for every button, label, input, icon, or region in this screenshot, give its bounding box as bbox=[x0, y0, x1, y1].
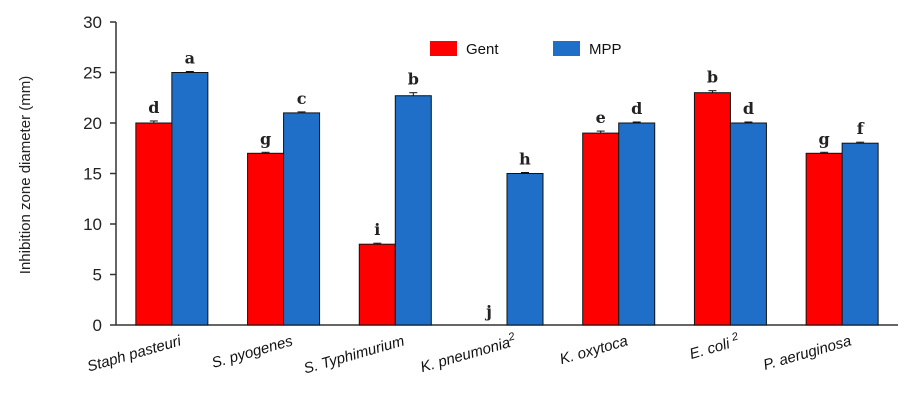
significance-letter: e bbox=[596, 108, 606, 127]
legend: Gent MPP bbox=[430, 41, 622, 58]
category-superscript: 2 bbox=[506, 331, 516, 344]
bar-mpp bbox=[841, 142, 879, 326]
legend-swatch-mpp bbox=[553, 41, 580, 56]
bar-gent bbox=[693, 92, 731, 326]
significance-letter: a bbox=[185, 48, 195, 67]
significance-letter: d bbox=[631, 99, 642, 118]
category-superscript: 2 bbox=[729, 331, 739, 344]
significance-letter: b bbox=[707, 68, 718, 87]
y-axis-label: Inhibition zone diameter (mm) bbox=[17, 76, 34, 274]
significance-letter: g bbox=[819, 129, 830, 148]
significance-letter: h bbox=[519, 149, 531, 168]
y-tick-label: 15 bbox=[83, 165, 102, 184]
category-label: K. oxytoca bbox=[558, 333, 630, 369]
y-tick-label: 10 bbox=[83, 215, 102, 234]
bar-gent bbox=[358, 243, 396, 326]
significance-letter: i bbox=[374, 220, 380, 239]
bar-gent bbox=[805, 152, 843, 326]
category-label: S. Typhimurium bbox=[302, 333, 407, 378]
significance-letter: g bbox=[260, 129, 271, 148]
significance-letter: j bbox=[484, 302, 492, 321]
y-tick-label: 25 bbox=[83, 64, 102, 83]
bar-mpp bbox=[283, 112, 321, 326]
bars: d a g c i b j h e d b d g f bbox=[135, 48, 879, 326]
significance-letter: c bbox=[297, 89, 307, 108]
significance-letter: d bbox=[743, 99, 754, 118]
legend-label-gent: Gent bbox=[466, 41, 499, 58]
category-label: Staph pasteuri bbox=[85, 332, 183, 375]
y-tick-label: 30 bbox=[83, 13, 102, 32]
significance-letter: b bbox=[408, 70, 419, 89]
bar-gent bbox=[135, 122, 173, 326]
bar-mpp bbox=[394, 95, 432, 326]
bar-gent bbox=[247, 152, 285, 326]
category-label: P. aeruginosa bbox=[761, 333, 853, 374]
y-tick-label: 5 bbox=[93, 266, 102, 285]
bar-mpp bbox=[506, 173, 544, 326]
y-tick-label: 0 bbox=[93, 316, 102, 335]
y-tick-label: 20 bbox=[83, 114, 102, 133]
bar-mpp bbox=[171, 72, 209, 326]
category-label: K. pneumonia2 bbox=[418, 331, 518, 376]
significance-letter: d bbox=[148, 98, 159, 117]
legend-label-mpp: MPP bbox=[589, 41, 622, 58]
bar-gent bbox=[582, 132, 620, 326]
category-label: E. coli 2 bbox=[687, 331, 741, 363]
category-label: S. pyogenes bbox=[210, 332, 295, 371]
significance-letter: f bbox=[857, 119, 865, 138]
bar-mpp bbox=[618, 122, 656, 326]
legend-swatch-gent bbox=[430, 41, 457, 56]
bar-mpp bbox=[729, 122, 767, 326]
